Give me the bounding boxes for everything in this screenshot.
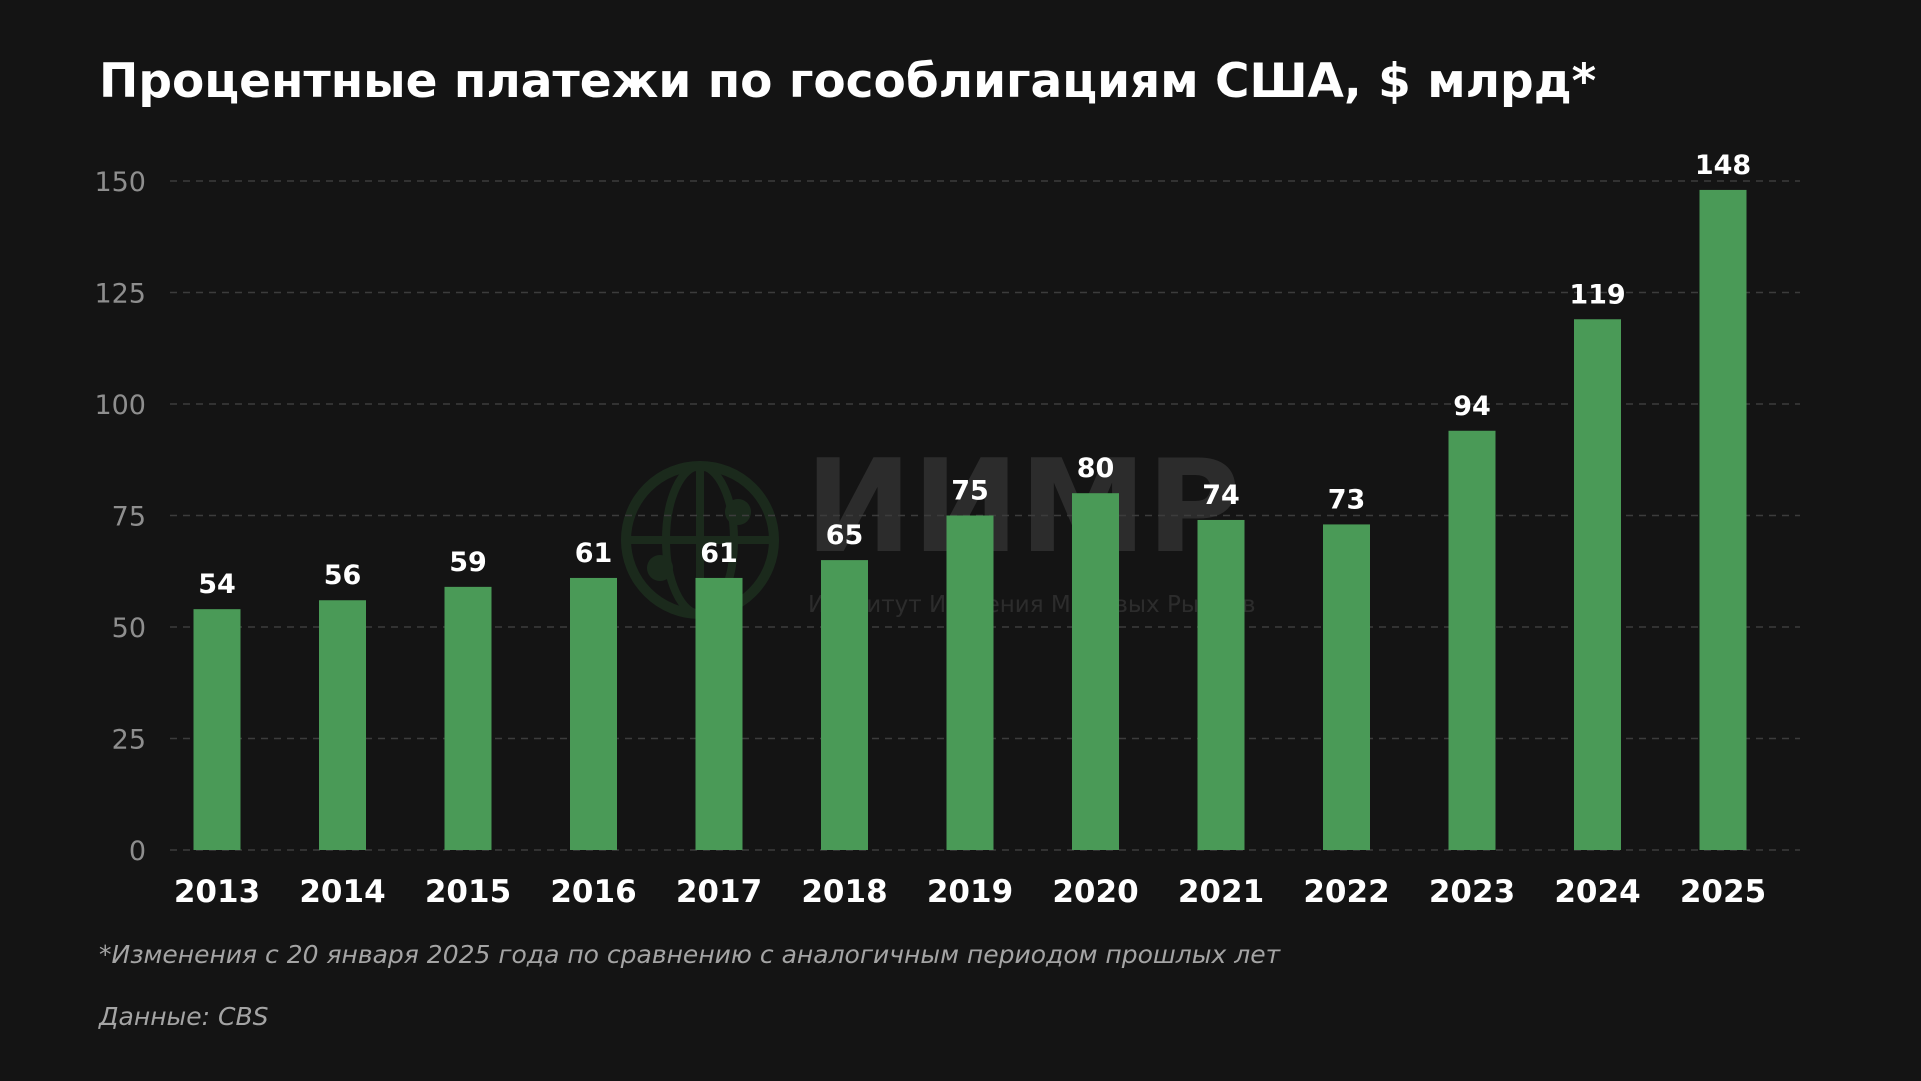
- data-label-2024: 119: [1569, 279, 1625, 310]
- x-tick-label-2019: 2019: [927, 874, 1013, 910]
- data-label-2022: 73: [1328, 484, 1366, 515]
- bar-2024: [1574, 319, 1621, 850]
- y-tick-label: 75: [112, 502, 146, 533]
- bar-2015: [444, 586, 492, 850]
- y-axis-ticks: 0 25 50 75 100 125 150: [94, 167, 146, 867]
- bar-2022: [1323, 524, 1370, 850]
- x-tick-label-2020: 2020: [1052, 874, 1138, 910]
- y-tick-label: 100: [94, 390, 146, 421]
- bar-2025: [1699, 189, 1747, 851]
- x-tick-label-2017: 2017: [676, 874, 762, 910]
- y-tick-label: 150: [94, 167, 146, 198]
- y-tick-label: 25: [112, 725, 146, 756]
- data-label-2025: 148: [1695, 150, 1751, 181]
- bar-2021: [1197, 519, 1245, 850]
- watermark-name: ИИМР: [805, 433, 1241, 582]
- bar-2018: [821, 560, 868, 850]
- x-tick-label-2014: 2014: [299, 874, 385, 910]
- data-label-2015: 59: [449, 547, 487, 578]
- watermark: ИИМР Институт Изучения Мировых Рынков: [620, 444, 1320, 630]
- y-tick-label: 50: [112, 613, 146, 644]
- x-tick-label-2015: 2015: [425, 874, 511, 910]
- bar-2017: [695, 577, 743, 850]
- x-tick-label-2021: 2021: [1178, 874, 1264, 910]
- data-label-2020: 80: [1077, 453, 1115, 484]
- x-tick-label-2016: 2016: [550, 874, 636, 910]
- data-label-2017: 61: [700, 538, 738, 569]
- bar-2013: [193, 609, 241, 850]
- watermark-subtitle: Институт Изучения Мировых Рынков: [808, 592, 1256, 618]
- data-label-2021: 74: [1202, 480, 1240, 511]
- bar-2020: [1072, 493, 1119, 850]
- data-label-2019: 75: [951, 476, 989, 507]
- y-tick-label: 125: [94, 279, 146, 310]
- bar-2023: [1448, 430, 1496, 850]
- x-tick-label-2022: 2022: [1303, 874, 1389, 910]
- data-labels: 54 56 59 61 61 65 75 80 74 73 94 119 148: [198, 150, 1751, 600]
- chart-title: Процентные платежи по гособлигациям США,…: [99, 54, 1597, 109]
- data-label-2013: 54: [198, 569, 236, 600]
- x-tick-label-2023: 2023: [1429, 874, 1515, 910]
- data-label-2014: 56: [324, 560, 362, 591]
- bar-2019: [946, 515, 994, 850]
- grid-lines: [170, 180, 1800, 851]
- bar-2016: [570, 577, 617, 850]
- data-source: Данные: CBS: [99, 1002, 269, 1031]
- bar-2014: [319, 600, 366, 850]
- x-axis-ticks: 2013 2014 2015 2016 2017 2018 2019 2020 2021 2022…: [174, 874, 1766, 910]
- x-tick-label-2018: 2018: [801, 874, 887, 910]
- data-label-2023: 94: [1453, 391, 1491, 422]
- data-label-2016: 61: [575, 538, 613, 569]
- bars: [193, 189, 1747, 851]
- x-tick-label-2025: 2025: [1680, 874, 1766, 910]
- y-tick-label: 0: [129, 836, 146, 867]
- footnote: *Изменения с 20 января 2025 года по срав…: [99, 940, 1281, 969]
- x-tick-label-2024: 2024: [1554, 874, 1640, 910]
- x-tick-label-2013: 2013: [174, 874, 260, 910]
- data-label-2018: 65: [826, 520, 864, 551]
